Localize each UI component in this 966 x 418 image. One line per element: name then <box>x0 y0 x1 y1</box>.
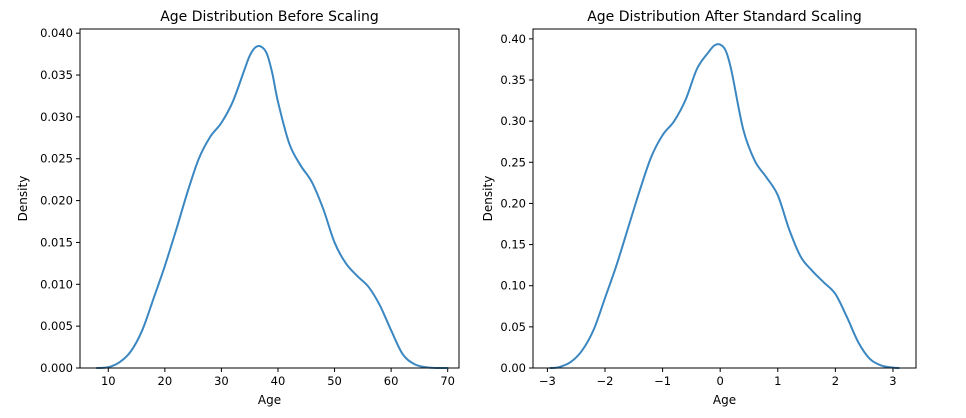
y-tick-label: 0.040 <box>40 26 73 40</box>
x-tick-label: 3 <box>889 374 896 388</box>
chart-title: Age Distribution Before Scaling <box>160 9 379 25</box>
y-tick-label: 0.020 <box>40 194 73 208</box>
y-axis-label: Density <box>481 176 495 222</box>
x-tick-label: 60 <box>384 374 399 388</box>
x-tick-label: 30 <box>214 374 229 388</box>
panel-after-scaling: Age Distribution After Standard Scaling −… <box>481 9 917 407</box>
y-axis-label: Density <box>16 176 30 222</box>
y-tick-label: 0.05 <box>500 320 526 334</box>
y-tick-label: 0.030 <box>40 110 73 124</box>
y-tick-label: 0.20 <box>500 196 526 210</box>
x-tick-label: −3 <box>539 374 556 388</box>
y-tick-label: 0.025 <box>40 152 73 166</box>
y-tick-label: 0.005 <box>40 319 73 333</box>
x-tick-label: 10 <box>101 374 116 388</box>
x-tick-label: 1 <box>774 374 781 388</box>
y-tick-label: 0.000 <box>40 361 73 375</box>
y-tick-label: 0.25 <box>500 155 526 169</box>
panel-before-scaling: Age Distribution Before Scaling 10 20 30 40 5… <box>16 9 460 407</box>
kde-line <box>549 43 900 369</box>
x-tick-label: 40 <box>271 374 286 388</box>
kde-line <box>95 45 449 370</box>
y-tick-label: 0.30 <box>500 114 526 128</box>
plot-frame <box>532 28 917 369</box>
x-tick-label: 70 <box>440 374 455 388</box>
x-tick-label: 20 <box>158 374 173 388</box>
y-tick-label: 0.15 <box>500 238 526 252</box>
x-axis-label: Age <box>258 393 281 407</box>
y-tick-label: 0.010 <box>40 277 73 291</box>
y-tick-label: 0.015 <box>40 235 73 249</box>
x-tick-label: −1 <box>654 374 671 388</box>
x-tick-label: 50 <box>327 374 342 388</box>
y-tick-label: 0.40 <box>500 32 526 46</box>
y-tick-label: 0.00 <box>500 361 526 375</box>
y-tick-label: 0.035 <box>40 68 73 82</box>
y-tick-label: 0.35 <box>500 73 526 87</box>
x-tick-label: −2 <box>597 374 614 388</box>
chart-title: Age Distribution After Standard Scaling <box>587 9 862 25</box>
y-tick-label: 0.10 <box>500 279 526 293</box>
x-tick-label: 2 <box>832 374 839 388</box>
x-axis-label: Age <box>713 393 736 407</box>
x-tick-label: 0 <box>717 374 724 388</box>
plot-frame <box>79 28 460 369</box>
